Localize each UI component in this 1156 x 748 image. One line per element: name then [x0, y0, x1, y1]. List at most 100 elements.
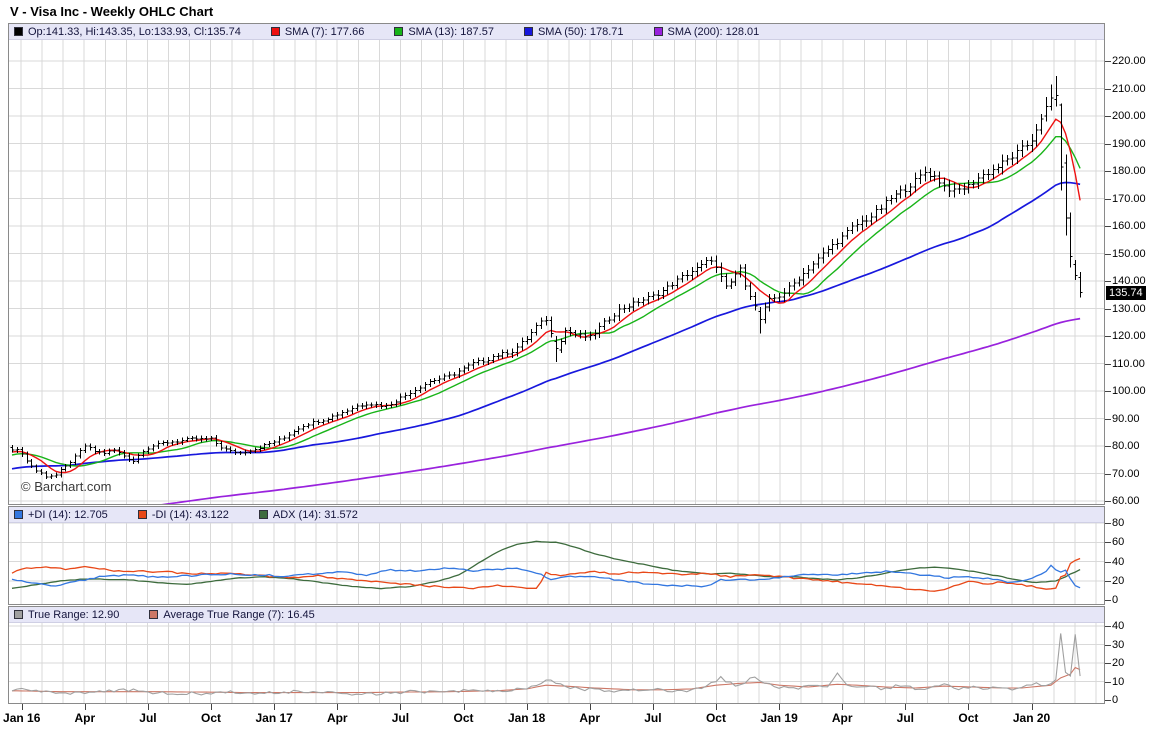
legend-item-true-range: True Range: 12.90: [14, 609, 119, 621]
y-tick-label: 100.00: [1112, 385, 1146, 397]
y-tick: [1105, 116, 1111, 117]
x-tick: [652, 704, 654, 710]
y-tick-label: 20: [1112, 657, 1125, 669]
x-tick: [400, 704, 402, 710]
x-tick-label: Jul: [139, 711, 157, 725]
x-tick: [463, 704, 465, 710]
sma50-swatch-icon: [523, 27, 533, 36]
y-tick-label: 140.00: [1112, 275, 1146, 287]
y-tick: [1105, 663, 1111, 664]
dmi-line: [11, 540, 1081, 590]
y-tick-label: 0: [1112, 694, 1119, 706]
x-tick: [842, 704, 844, 710]
y-tick-label: 150.00: [1112, 247, 1146, 260]
y-tick: [1105, 446, 1111, 447]
y-tick: [1105, 473, 1111, 475]
legend-label-sma200: SMA (200): 128.01: [667, 25, 760, 38]
x-tick-label: Oct: [958, 711, 979, 725]
minus-di-swatch-icon: [137, 510, 147, 519]
legend-label-sma7: SMA (7): 177.66: [284, 25, 365, 38]
x-tick: [274, 704, 276, 710]
y-tick: [1105, 336, 1111, 337]
y-tick-label: 120.00: [1112, 330, 1146, 342]
legend-label-true-range: True Range: 12.90: [28, 608, 120, 621]
y-tick: [1105, 308, 1111, 310]
x-tick-label: Jan 17: [255, 711, 293, 725]
legend-label-sma50: SMA (50): 178.71: [537, 25, 624, 38]
x-tick-label: Apr: [326, 711, 348, 725]
sma200-swatch-icon: [653, 27, 663, 36]
sma7-line: [11, 118, 1081, 474]
legend-label-atr: Average True Range (7): 16.45: [163, 608, 315, 621]
legend-item-plus-di: +DI (14): 12.705: [14, 509, 108, 521]
atr-swatch-icon: [149, 610, 159, 619]
legend-item-sma7: SMA (7): 177.66: [270, 25, 365, 38]
y-tick-label: 110.00: [1112, 357, 1145, 370]
y-tick-label: 90.00: [1112, 412, 1140, 425]
y-tick: [1105, 700, 1111, 701]
legend-label-plus-di: +DI (14): 12.705: [28, 508, 108, 521]
y-tick: [1105, 561, 1111, 563]
legend-item-ohlc: Op:141.33, Hi:143.35, Lo:133.93, Cl:135.…: [14, 26, 241, 38]
y-tick-label: 80.00: [1112, 440, 1140, 452]
price-plot: [9, 40, 1104, 504]
y-tick-label: 60.00: [1112, 495, 1140, 507]
x-tick: [905, 704, 907, 710]
y-tick: [1105, 171, 1111, 172]
x-tick: [968, 704, 970, 710]
y-tick: [1105, 418, 1111, 420]
y-tick-label: 170.00: [1112, 192, 1146, 205]
x-tick: [211, 704, 213, 710]
sma50-line: [11, 181, 1081, 470]
x-tick-label: Jul: [391, 711, 410, 725]
x-tick-label: Apr: [579, 711, 601, 725]
y-tick: [1105, 391, 1111, 392]
y-tick: [1105, 626, 1111, 627]
x-tick-label: Oct: [705, 711, 726, 725]
y-tick: [1105, 580, 1111, 582]
copyright: © Barchart.com: [21, 479, 112, 494]
sma200-line: [161, 317, 1081, 504]
x-tick-label: Apr: [831, 711, 853, 725]
y-tick: [1105, 143, 1111, 145]
y-tick-label: 40: [1112, 555, 1125, 568]
y-tick-label: 180.00: [1112, 165, 1146, 177]
y-tick: [1105, 363, 1111, 365]
sma13-swatch-icon: [394, 27, 404, 36]
y-tick: [1105, 253, 1111, 255]
y-tick-label: 130.00: [1112, 302, 1146, 315]
dmi-plot: [9, 522, 1104, 604]
legend-label-adx: ADX (14): 31.572: [272, 508, 358, 521]
x-tick: [147, 704, 149, 710]
x-tick: [337, 704, 339, 710]
last-price-badge: 135.74: [1106, 286, 1146, 300]
y-tick-label: 70.00: [1112, 467, 1140, 480]
y-tick: [1105, 88, 1111, 90]
x-tick: [1031, 704, 1033, 710]
x-tick: [715, 704, 717, 710]
y-tick-label: 220.00: [1112, 55, 1146, 67]
x-tick-label: Jan 19: [760, 711, 798, 725]
legend-item-adx: ADX (14): 31.572: [258, 508, 358, 521]
x-tick: [589, 704, 591, 710]
x-tick-label: Jul: [644, 711, 662, 725]
x-tick: [526, 704, 528, 710]
sma7-swatch-icon: [270, 27, 280, 36]
ohlc-swatch-icon: [14, 27, 23, 36]
dmi-line: [11, 564, 1081, 589]
plus-di-swatch-icon: [14, 510, 23, 519]
x-tick-label: Jul: [896, 711, 914, 725]
sma13-line: [11, 136, 1081, 467]
true-range-plot: [9, 622, 1104, 703]
true-range-line: [11, 633, 1081, 696]
y-tick-label: 40: [1112, 620, 1125, 632]
y-tick: [1105, 61, 1111, 62]
x-tick-label: Jan 20: [1012, 711, 1051, 725]
x-tick: [84, 704, 86, 710]
dmi-panel: +DI (14): 12.705 -DI (14): 43.122 ADX (1…: [8, 506, 1105, 605]
legend-item-sma50: SMA (50): 178.71: [523, 25, 624, 38]
y-tick-label: 200.00: [1112, 110, 1146, 122]
true-range-panel: True Range: 12.90 Average True Range (7)…: [8, 606, 1105, 704]
adx-swatch-icon: [258, 510, 268, 519]
